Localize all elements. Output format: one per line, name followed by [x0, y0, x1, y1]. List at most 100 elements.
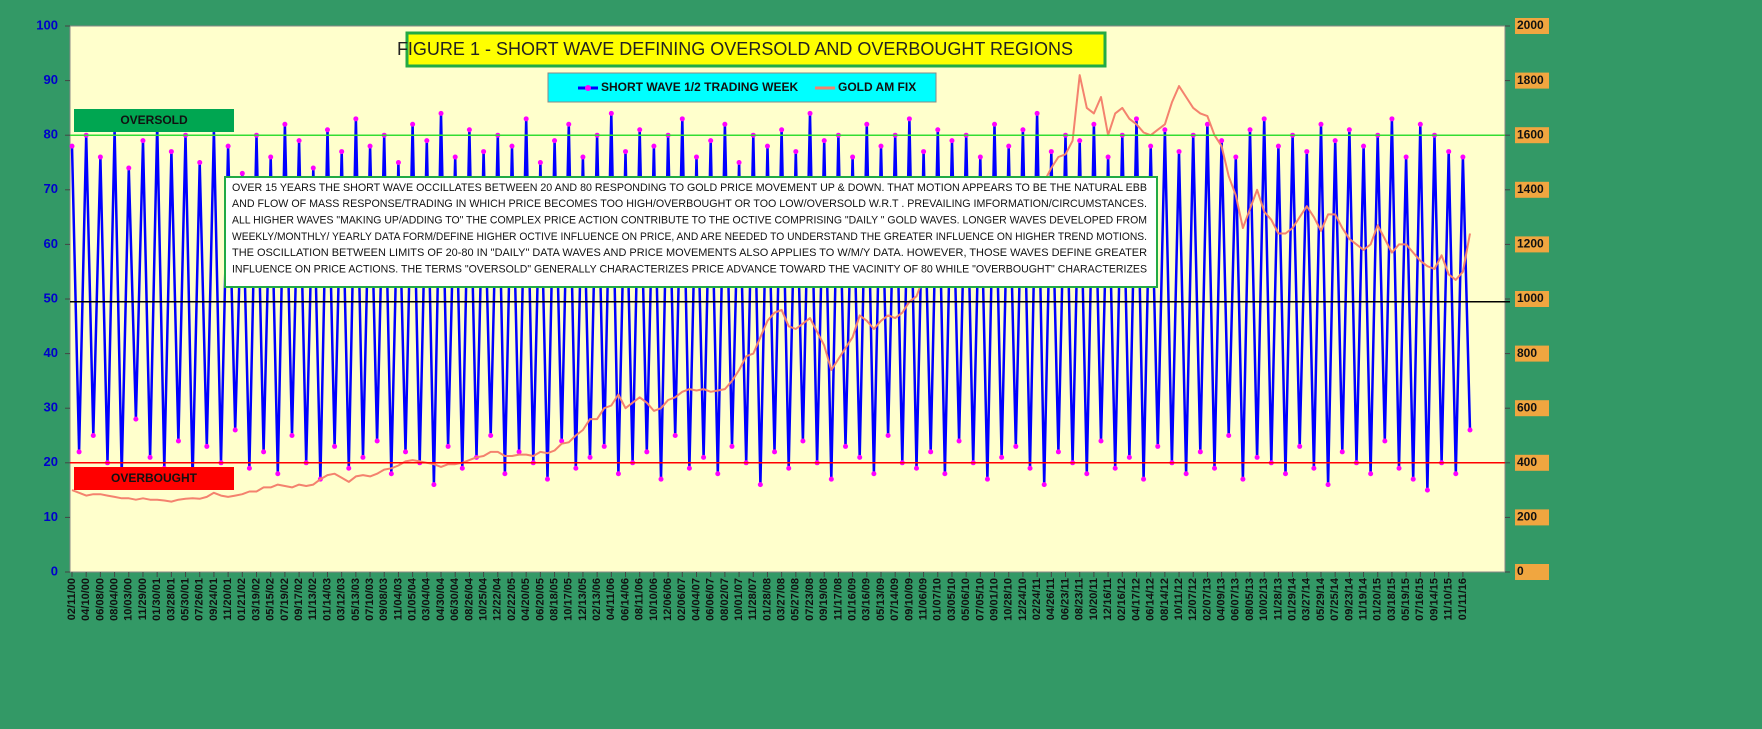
- y-tick-label: 90: [44, 72, 58, 87]
- y2-tick-label: 1600: [1517, 127, 1544, 141]
- y2-tick-bg: [1515, 400, 1549, 417]
- x-tick-label: 01/29/14: [1286, 577, 1298, 621]
- x-tick-label: 03/16/09: [861, 578, 873, 621]
- x-tick-label: 08/26/04: [463, 577, 475, 621]
- marker: [1204, 121, 1210, 127]
- annotation-box: [224, 176, 1158, 288]
- y2-tick-label: 2000: [1517, 18, 1544, 32]
- x-tick-label: 04/10/00: [80, 578, 92, 621]
- x-tick-label: 02/24/11: [1031, 578, 1043, 620]
- x-tick-label: 09/10/09: [903, 578, 915, 621]
- x-tick-label: 05/13/09: [875, 578, 887, 621]
- marker: [204, 443, 210, 449]
- chart-title: FIGURE 1 - SHORT WAVE DEFINING OVERSOLD …: [397, 39, 1073, 59]
- marker: [438, 110, 444, 116]
- marker: [1261, 116, 1267, 122]
- marker: [1126, 454, 1132, 460]
- marker: [992, 121, 998, 127]
- marker: [573, 465, 579, 471]
- y-tick-label: 0: [51, 563, 58, 578]
- marker: [69, 143, 75, 149]
- marker: [942, 471, 948, 477]
- marker: [800, 438, 806, 444]
- marker: [601, 443, 607, 449]
- marker: [906, 116, 912, 122]
- region-box: [74, 467, 234, 490]
- x-tick-label: 02/22/05: [506, 578, 518, 621]
- y-tick-label: 80: [44, 127, 58, 142]
- marker: [282, 121, 288, 127]
- x-tick-label: 11/28/13: [1272, 578, 1284, 620]
- y2-tick-label: 0: [1517, 564, 1524, 578]
- y-tick-label: 20: [44, 454, 58, 469]
- x-tick-label: 05/27/08: [790, 578, 802, 621]
- x-tick-label: 06/06/07: [705, 578, 717, 621]
- marker: [1183, 471, 1189, 477]
- marker: [828, 476, 834, 482]
- x-tick-label: 11/13/02: [307, 578, 319, 620]
- marker: [225, 143, 231, 149]
- marker: [729, 443, 735, 449]
- y-tick-label: 100: [36, 17, 58, 32]
- marker: [1325, 482, 1331, 488]
- x-tick-label: 04/09/13: [1216, 578, 1228, 621]
- x-tick-label: 09/08/03: [378, 578, 390, 621]
- marker: [346, 465, 352, 471]
- y2-tick-label: 600: [1517, 400, 1537, 414]
- marker: [1275, 143, 1281, 149]
- marker: [76, 449, 82, 455]
- marker: [388, 471, 394, 477]
- legend-marker: [585, 85, 591, 91]
- x-tick-label: 09/14/15: [1428, 578, 1440, 621]
- annotation-line: AND FLOW OF MASS RESPONSE/TRADING IN WHI…: [232, 198, 1147, 210]
- legend-label: SHORT WAVE 1/2 TRADING WEEK: [601, 80, 798, 94]
- marker: [395, 160, 401, 165]
- x-tick-label: 11/10/15: [1443, 578, 1455, 620]
- marker: [516, 449, 522, 455]
- marker: [928, 449, 934, 455]
- annotation-line: WEEKLY/MONTHLY/ YEARLY DATA FORM/DEFINE …: [232, 231, 1147, 243]
- marker: [1382, 438, 1388, 444]
- marker: [360, 454, 366, 460]
- marker: [175, 438, 181, 444]
- x-tick-label: 10/20/11: [1088, 578, 1100, 620]
- marker: [764, 143, 770, 149]
- region-box: [74, 109, 234, 132]
- marker: [672, 433, 678, 438]
- marker: [1197, 449, 1203, 455]
- x-tick-label: 01/21/02: [236, 578, 248, 621]
- marker: [410, 121, 416, 127]
- marker: [140, 138, 146, 144]
- x-tick-label: 04/17/12: [1130, 578, 1142, 621]
- marker: [559, 438, 565, 444]
- marker: [1027, 465, 1033, 471]
- marker: [566, 121, 572, 127]
- marker: [239, 170, 245, 176]
- marker: [843, 443, 849, 449]
- x-tick-label: 08/11/06: [634, 578, 646, 620]
- marker: [693, 154, 699, 160]
- marker: [658, 476, 664, 482]
- x-tick-label: 09/23/14: [1343, 577, 1355, 621]
- marker: [615, 471, 621, 477]
- y2-tick-bg: [1515, 18, 1549, 34]
- x-tick-label: 07/16/15: [1414, 578, 1426, 621]
- x-tick-label: 05/30/01: [179, 578, 191, 621]
- marker: [623, 149, 629, 155]
- marker: [1311, 465, 1317, 471]
- x-tick-label: 01/20/15: [1372, 578, 1384, 621]
- y-tick-label: 70: [44, 181, 58, 196]
- x-tick-label: 04/26/11: [1045, 578, 1057, 620]
- marker: [509, 143, 515, 149]
- x-tick-label: 03/27/08: [776, 578, 788, 621]
- marker: [644, 449, 650, 455]
- y-tick-label: 40: [44, 345, 58, 360]
- marker: [1013, 443, 1019, 449]
- y2-tick-label: 1000: [1517, 291, 1544, 305]
- marker: [1282, 471, 1288, 477]
- x-tick-label: 10/25/04: [478, 577, 490, 621]
- x-tick-label: 11/19/14: [1357, 577, 1369, 620]
- marker: [452, 154, 458, 160]
- marker: [1020, 127, 1026, 133]
- x-tick-label: 11/20/01: [222, 578, 234, 620]
